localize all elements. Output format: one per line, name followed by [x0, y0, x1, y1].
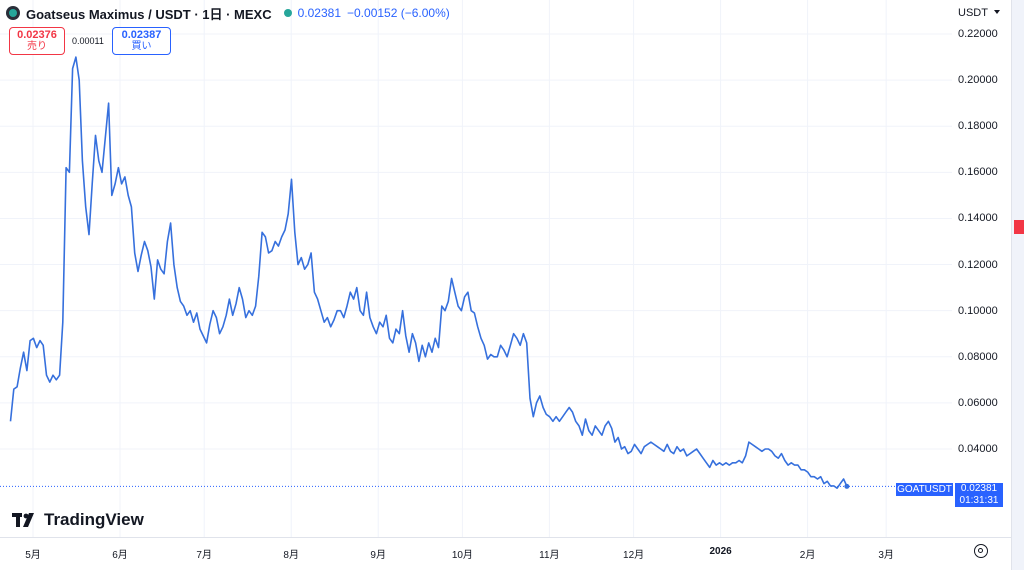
- tradingview-wordmark: TradingView: [44, 510, 144, 529]
- time-tick-label: 6月: [112, 550, 128, 561]
- price-tick-label: 0.14000: [958, 212, 998, 225]
- price-chart[interactable]: [0, 0, 952, 537]
- last-price-dot: [844, 483, 850, 489]
- time-tick-label: 5月: [25, 550, 41, 561]
- sell-label: 売り: [27, 41, 47, 52]
- right-edge-strip: [1011, 0, 1024, 570]
- market-status-dot-icon: [283, 9, 292, 17]
- spread-value: 0.00011: [72, 36, 104, 46]
- chart-legend: Goatseus Maximus / USDT · 1日 · MEXC 0.02…: [6, 4, 450, 22]
- price-tick-label: 0.06000: [958, 396, 998, 409]
- last-price-symbol-label: GOATUSDT: [896, 483, 953, 496]
- alert-flag-icon[interactable]: [1014, 220, 1024, 234]
- price-tick-label: 0.22000: [958, 28, 998, 40]
- time-tick-label: 12月: [623, 550, 645, 561]
- bar-countdown: 01:31:31: [959, 495, 999, 506]
- time-tick-label: 7月: [196, 550, 212, 561]
- currency-selector[interactable]: USDT: [952, 4, 1008, 22]
- symbol-title[interactable]: Goatseus Maximus / USDT · 1日 · MEXC: [26, 6, 272, 22]
- price-tick-label: 0.16000: [958, 166, 998, 179]
- price-tick-label: 0.18000: [958, 120, 998, 133]
- price-tick-label: 0.10000: [958, 304, 998, 317]
- buy-label: 買い: [131, 41, 152, 52]
- time-tick-label: 9月: [370, 550, 386, 561]
- time-tick-label: 11月: [539, 550, 560, 561]
- time-tick-label: 8月: [283, 550, 299, 561]
- time-tick-label: 10月: [451, 550, 473, 561]
- tradingview-mark-icon: [12, 513, 34, 527]
- last-price-label: 0.02381 01:31:31: [955, 483, 1003, 507]
- time-tick-label: 2月: [799, 550, 816, 561]
- price-tick-label: 0.20000: [958, 74, 998, 87]
- last-price-value: 0.02381: [960, 483, 998, 494]
- chart-gridlines: [0, 0, 952, 537]
- legend-last-price: 0.02381: [297, 6, 341, 20]
- goat-coin-icon: [6, 6, 20, 20]
- sell-button[interactable]: 0.02376 売り: [9, 27, 65, 55]
- price-series-line: [9, 56, 848, 489]
- time-tick-label: 2026: [709, 546, 732, 557]
- time-axis-settings-icon[interactable]: [974, 544, 988, 558]
- time-axis[interactable]: [0, 537, 1012, 571]
- time-tick-label: 3月: [878, 550, 894, 561]
- sell-price: 0.02376: [17, 29, 57, 41]
- tradingview-logo[interactable]: TradingView: [12, 510, 144, 530]
- price-tick-label: 0.08000: [958, 350, 998, 363]
- price-tick-label: 0.04000: [958, 443, 998, 455]
- price-tick-label: 0.12000: [958, 258, 998, 271]
- buy-price: 0.02387: [121, 29, 162, 41]
- legend-change: −0.00152 (−6.00%): [347, 6, 450, 20]
- buy-button[interactable]: 0.02387 買い: [112, 27, 171, 55]
